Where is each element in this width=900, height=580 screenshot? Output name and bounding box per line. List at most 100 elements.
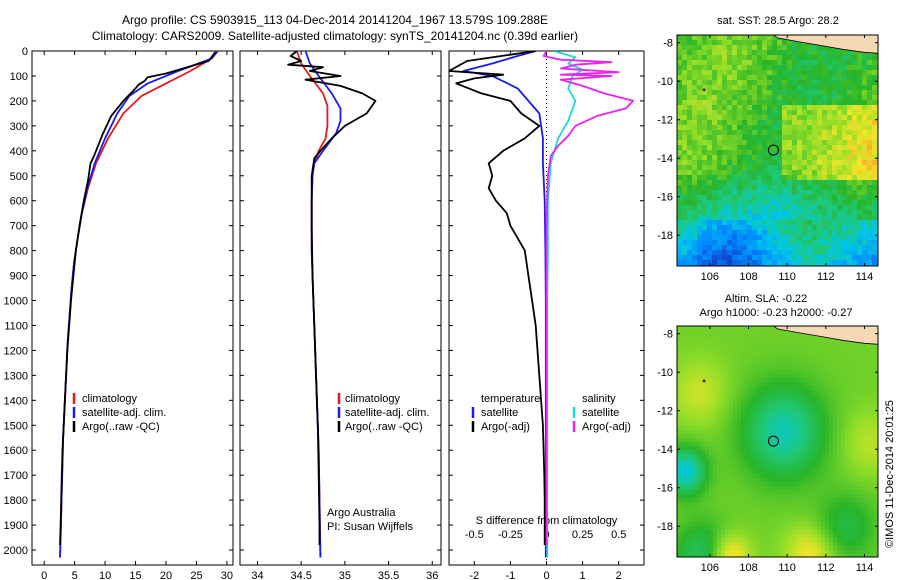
map-cell — [817, 398, 822, 403]
map-cell — [729, 526, 734, 531]
map-cell — [797, 474, 802, 479]
map-cell — [721, 342, 726, 347]
map-cell — [697, 150, 703, 156]
map-cell — [857, 165, 863, 171]
map-cell — [733, 430, 738, 435]
map-cell — [752, 55, 758, 61]
map-cell — [747, 110, 753, 116]
depth-tick-label: 1300 — [4, 370, 28, 382]
map-cell — [873, 386, 878, 391]
map-cell — [792, 95, 798, 101]
map-cell — [692, 155, 698, 161]
map-cell — [725, 354, 730, 359]
map-cell — [687, 200, 693, 206]
map-cell — [817, 60, 823, 66]
map-cell — [745, 338, 750, 343]
map-cell — [862, 105, 868, 111]
map-cell — [821, 482, 826, 487]
map-cell — [773, 378, 778, 383]
map-cell — [712, 90, 718, 96]
map-cell — [817, 195, 823, 201]
map-cell — [777, 225, 783, 231]
map-cell — [785, 506, 790, 511]
map-cell — [821, 382, 826, 387]
map-cell — [785, 330, 790, 335]
map-cell — [737, 35, 743, 41]
map-cell — [842, 210, 848, 216]
map-cell — [833, 478, 838, 483]
map-cell — [797, 334, 802, 339]
map-cell — [705, 522, 710, 527]
map-cell — [685, 510, 690, 515]
map-cell — [825, 490, 830, 495]
map-cell — [822, 115, 828, 121]
map-cell — [827, 165, 833, 171]
map-cell — [725, 458, 730, 463]
map-cell — [757, 346, 762, 351]
map-cell — [817, 240, 823, 246]
map-cell — [701, 450, 706, 455]
map-cell — [712, 55, 718, 61]
map-cell — [757, 260, 763, 266]
map-cell — [702, 185, 708, 191]
map-cell — [677, 510, 682, 515]
map-cell — [712, 145, 718, 151]
map-cell — [852, 150, 858, 156]
map-cell — [837, 354, 842, 359]
map-cell — [765, 402, 770, 407]
map-cell — [713, 482, 718, 487]
map-cell — [772, 185, 778, 191]
map-cell — [725, 450, 730, 455]
map-cell — [827, 55, 833, 61]
map-cell — [817, 125, 823, 131]
map-cell — [733, 346, 738, 351]
map-cell — [849, 378, 854, 383]
map-cell — [817, 342, 822, 347]
map-cell — [697, 454, 702, 459]
map-cell — [773, 398, 778, 403]
map-cell — [713, 346, 718, 351]
map-cell — [837, 240, 843, 246]
map-cell — [733, 522, 738, 527]
map-cell — [869, 342, 874, 347]
map-cell — [765, 458, 770, 463]
map-cell — [857, 260, 863, 266]
map-cell — [737, 230, 743, 236]
map-cell — [861, 462, 866, 467]
map-cell — [772, 195, 778, 201]
map-cell — [753, 386, 758, 391]
map-cell — [827, 200, 833, 206]
map-cell — [767, 255, 773, 261]
map-cell — [741, 482, 746, 487]
map-cell — [709, 430, 714, 435]
map-cell — [725, 490, 730, 495]
map-cell — [805, 394, 810, 399]
map-cell — [793, 346, 798, 351]
map-cell — [837, 454, 842, 459]
map-cell — [807, 90, 813, 96]
map-cell — [787, 60, 793, 66]
map-cell — [772, 40, 778, 46]
map-cell — [749, 362, 754, 367]
map-cell — [849, 522, 854, 527]
map-cell — [827, 220, 833, 226]
christmas-island-dot — [702, 88, 706, 92]
map-cell — [873, 362, 878, 367]
map-cell — [817, 338, 822, 343]
map-cell — [765, 350, 770, 355]
map-cell — [782, 70, 788, 76]
map-cell — [853, 374, 858, 379]
map-cell — [757, 378, 762, 383]
map-cell — [745, 430, 750, 435]
map-cell — [777, 422, 782, 427]
map-cell — [845, 422, 850, 427]
map-cell — [813, 390, 818, 395]
map-cell — [685, 438, 690, 443]
map-cell — [862, 220, 868, 226]
map-cell — [829, 530, 834, 535]
map-cell — [717, 494, 722, 499]
depth-tick-label: 900 — [10, 271, 28, 283]
map-cell — [772, 105, 778, 111]
map-cell — [817, 386, 822, 391]
map-cell — [785, 370, 790, 375]
